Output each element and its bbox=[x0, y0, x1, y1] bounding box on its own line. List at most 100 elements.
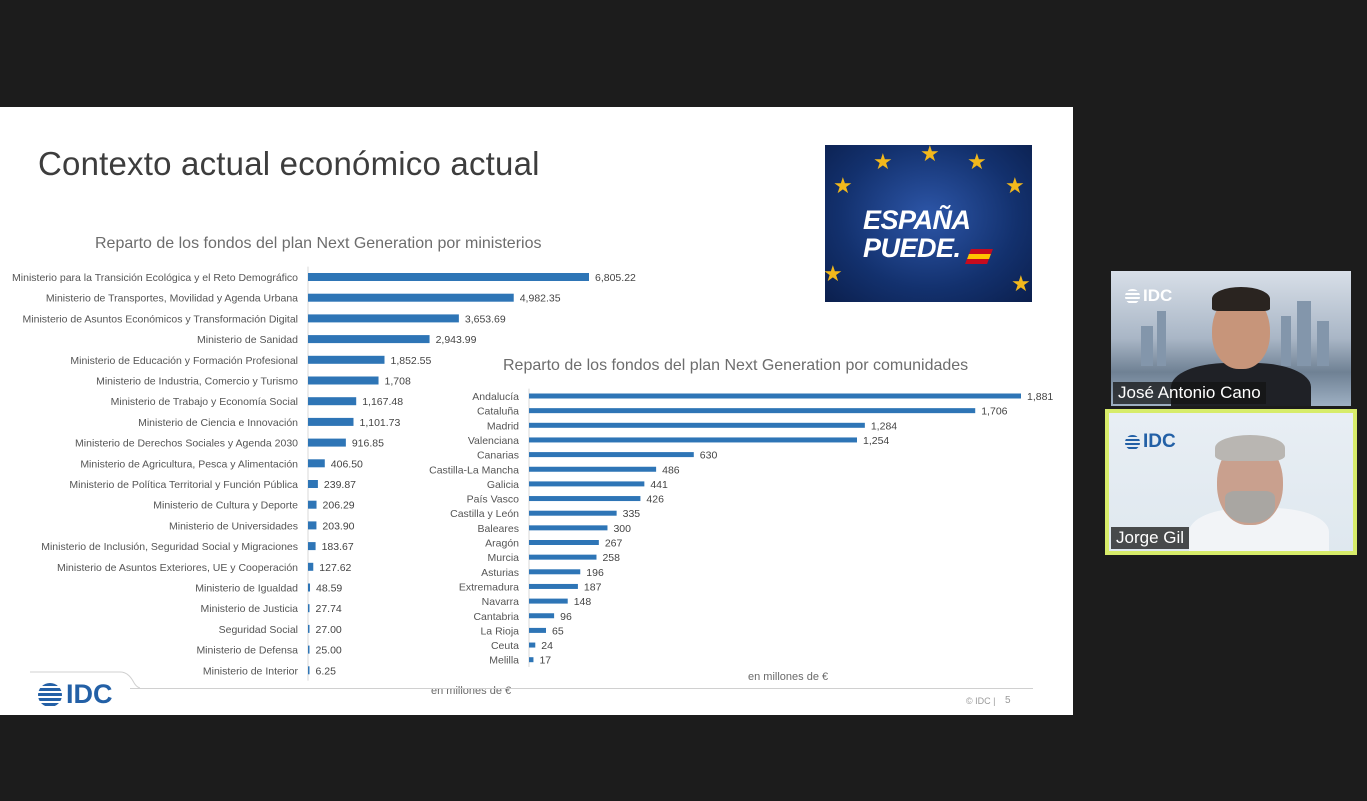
footer-curve bbox=[30, 671, 140, 689]
data-label: 1,852.55 bbox=[390, 355, 431, 367]
shared-slide: Contexto actual económico actual ★ ★ ★ ★… bbox=[0, 107, 1073, 715]
bar bbox=[529, 569, 581, 575]
bar bbox=[529, 437, 857, 443]
data-label: 17 bbox=[539, 655, 551, 667]
category-label: Ministerio para la Transición Ecológica … bbox=[12, 272, 298, 284]
chart-comunidades: Andalucía 1,881 Cataluña 1,706 Madrid 1,284 Va… bbox=[429, 388, 1053, 668]
category-label: Cataluña bbox=[477, 406, 519, 418]
bar bbox=[529, 496, 641, 502]
bar bbox=[529, 393, 1021, 399]
category-label: Ministerio de Defensa bbox=[196, 645, 298, 657]
category-label: Asturias bbox=[481, 567, 519, 579]
data-label: 1,706 bbox=[981, 406, 1007, 418]
bar bbox=[308, 604, 310, 613]
data-label: 203.90 bbox=[322, 520, 354, 532]
video-tile-jorge-gil[interactable]: IDC Jorge Gil bbox=[1105, 409, 1357, 555]
eu-star-icon: ★ bbox=[833, 173, 853, 198]
idc-globe-icon bbox=[1125, 288, 1140, 304]
data-label: 3,653.69 bbox=[465, 313, 506, 325]
data-label: 1,708 bbox=[385, 376, 411, 388]
chart-title-ministerios: Reparto de los fondos del plan Next Gene… bbox=[95, 235, 542, 252]
bar bbox=[529, 408, 976, 414]
bar bbox=[308, 459, 325, 468]
bar bbox=[529, 525, 608, 531]
category-label: Ministerio de Agricultura, Pesca y Alime… bbox=[80, 458, 298, 470]
idc-logo: IDC bbox=[1125, 286, 1172, 306]
data-label: 1,284 bbox=[871, 420, 897, 432]
bar bbox=[529, 510, 617, 516]
data-label: 206.29 bbox=[323, 500, 355, 512]
chart-title-comunidades: Reparto de los fondos del plan Next Gene… bbox=[503, 357, 969, 374]
data-label: 96 bbox=[560, 611, 572, 623]
eu-star-icon: ★ bbox=[920, 145, 940, 166]
footer-divider bbox=[130, 688, 1033, 689]
banner-line-1: ESPAÑA bbox=[863, 205, 971, 235]
data-label: 1,881 bbox=[1027, 391, 1053, 403]
category-label: Seguridad Social bbox=[219, 624, 298, 636]
data-label: 426 bbox=[646, 494, 664, 506]
bar bbox=[308, 521, 317, 530]
data-label: 25.00 bbox=[316, 645, 342, 657]
data-label: 630 bbox=[700, 450, 718, 462]
chart-ministerios: Ministerio para la Transición Ecológica … bbox=[12, 266, 636, 681]
category-label: Ministerio de Justicia bbox=[201, 603, 299, 615]
bar bbox=[529, 466, 657, 472]
bar bbox=[308, 666, 310, 675]
data-label: 127.62 bbox=[319, 562, 351, 574]
category-label: Ministerio de Política Territorial y Fun… bbox=[69, 479, 298, 491]
eu-star-icon: ★ bbox=[1011, 271, 1031, 296]
category-label: Ministerio de Inclusión, Seguridad Socia… bbox=[41, 541, 298, 553]
eu-star-icon: ★ bbox=[825, 261, 843, 286]
data-label: 406.50 bbox=[331, 458, 363, 470]
bar bbox=[529, 583, 578, 589]
bar bbox=[529, 657, 534, 663]
category-label: Ministerio de Universidades bbox=[169, 520, 298, 532]
category-label: Aragón bbox=[485, 538, 519, 550]
category-label: Ministerio de Derechos Sociales y Agenda… bbox=[75, 438, 298, 450]
category-label: Ministerio de Interior bbox=[203, 665, 299, 677]
data-label: 2,943.99 bbox=[436, 334, 477, 346]
category-label: Ministerio de Asuntos Económicos y Trans… bbox=[23, 313, 298, 325]
category-label: Galicia bbox=[487, 479, 519, 491]
bar bbox=[529, 540, 599, 545]
bar bbox=[308, 293, 514, 302]
category-label: Canarias bbox=[477, 450, 519, 462]
category-label: Navarra bbox=[482, 596, 520, 608]
participant-name: José Antonio Cano bbox=[1113, 382, 1266, 404]
bar bbox=[308, 417, 354, 426]
bar bbox=[529, 554, 597, 560]
bar bbox=[529, 627, 547, 633]
category-label: Ministerio de Educación y Formación Prof… bbox=[70, 355, 298, 367]
data-label: 239.87 bbox=[324, 479, 356, 491]
bar bbox=[308, 542, 316, 551]
banner-line-2: PUEDE. bbox=[863, 233, 961, 263]
category-label: Ceuta bbox=[491, 640, 519, 652]
data-label: 267 bbox=[605, 538, 623, 550]
bar bbox=[529, 642, 536, 648]
data-label: 486 bbox=[662, 464, 680, 476]
bar bbox=[529, 452, 694, 458]
idc-globe-icon bbox=[38, 682, 62, 707]
data-label: 1,101.73 bbox=[359, 417, 400, 429]
data-label: 4,982.35 bbox=[520, 293, 561, 305]
bar bbox=[529, 613, 555, 619]
data-label: 300 bbox=[613, 523, 631, 535]
category-label: Cantabria bbox=[473, 611, 519, 623]
video-tile-jose-antonio-cano[interactable]: IDC José Antonio Cano bbox=[1111, 271, 1351, 406]
bar bbox=[308, 624, 310, 633]
bar bbox=[308, 500, 317, 509]
category-label: Ministerio de Asuntos Exteriores, UE y C… bbox=[57, 562, 298, 574]
slide-title: Contexto actual económico actual bbox=[38, 145, 540, 182]
data-label: 27.74 bbox=[316, 603, 342, 615]
category-label: Castilla-La Mancha bbox=[429, 464, 519, 476]
idc-logo: IDC bbox=[1125, 431, 1176, 453]
data-label: 441 bbox=[650, 479, 668, 491]
category-label: Ministerio de Ciencia e Innovación bbox=[138, 417, 298, 429]
bar bbox=[308, 583, 311, 592]
bar bbox=[308, 438, 346, 447]
data-label: 1,254 bbox=[863, 435, 889, 447]
data-label: 258 bbox=[602, 552, 620, 564]
category-label: País Vasco bbox=[467, 494, 519, 506]
category-label: Ministerio de Sanidad bbox=[197, 334, 298, 346]
